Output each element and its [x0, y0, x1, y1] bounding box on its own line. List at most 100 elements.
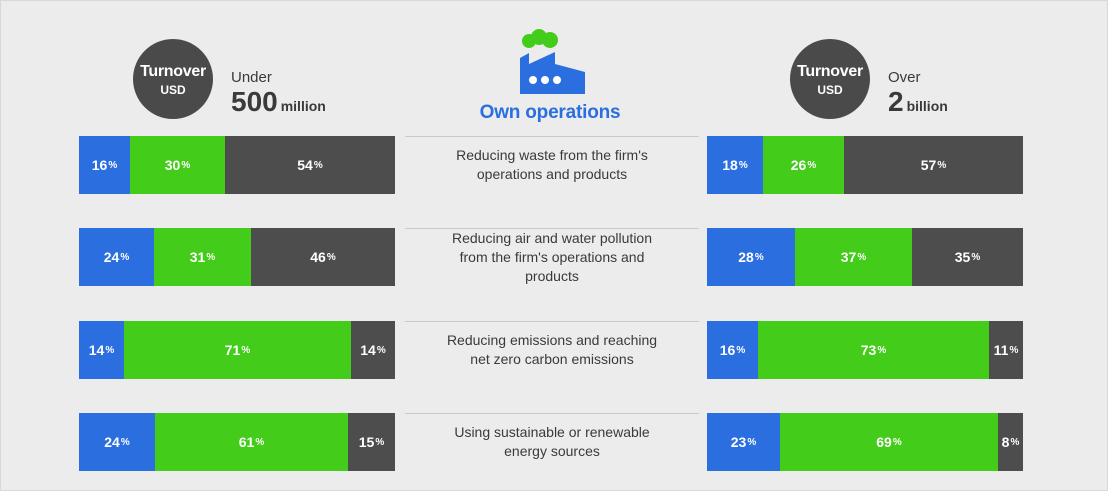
left-turnover-label: Under 500 million: [231, 70, 326, 121]
segment-value-label: 69: [876, 434, 892, 450]
segment-percent-sign: %: [736, 344, 746, 356]
right-bar-segment: 69%: [780, 413, 998, 471]
row-label: Reducing emissions and reaching net zero …: [405, 321, 699, 379]
segment-value-label: 24: [104, 434, 120, 450]
segment-value-label: 31: [189, 249, 206, 265]
left-bar-segment: 24%: [79, 228, 154, 286]
segment-percent-sign: %: [747, 436, 757, 448]
left-stacked-bar: 16% 30% 54%: [79, 136, 395, 194]
right-stacked-bar: 18% 26% 57%: [707, 136, 1023, 194]
segment-percent-sign: %: [1010, 436, 1020, 448]
segment-percent-sign: %: [738, 159, 748, 171]
right-badge-title: Turnover: [797, 62, 863, 80]
segment-percent-sign: %: [181, 159, 191, 171]
right-bar-segment: 37%: [795, 228, 912, 286]
segment-value-label: 37: [840, 249, 857, 265]
right-badge-currency: USD: [817, 82, 843, 97]
row-label: Using sustainable or renewable energy sou…: [405, 413, 699, 471]
left-bar-segment: 14%: [79, 321, 124, 379]
segment-percent-sign: %: [807, 159, 817, 171]
row-label-text: Reducing emissions and reaching net zero …: [447, 331, 657, 369]
segment-percent-sign: %: [1009, 344, 1019, 356]
center-title: Own operations: [479, 102, 621, 123]
row-label-text: Using sustainable or renewable energy sou…: [454, 423, 649, 461]
segment-percent-sign: %: [971, 251, 981, 263]
right-bar-segment: 8%: [998, 413, 1023, 471]
right-qualifier: Over: [888, 69, 921, 86]
left-stacked-bar: 14% 71% 14%: [79, 321, 395, 379]
segment-value-label: 24: [103, 249, 120, 265]
left-turnover-badge: Turnover USD: [133, 39, 213, 119]
segment-value-label: 26: [790, 157, 807, 173]
segment-value-label: 16: [719, 342, 736, 358]
segment-percent-sign: %: [108, 159, 118, 171]
row-separator: [405, 321, 699, 322]
row-separator: [405, 228, 699, 229]
right-bar-segment: 35%: [912, 228, 1023, 286]
factory-icon: [520, 29, 585, 94]
segment-percent-sign: %: [937, 159, 947, 171]
right-amount: 2: [888, 86, 904, 117]
right-stacked-bar: 28% 37% 35%: [707, 228, 1023, 286]
left-unit: million: [280, 98, 326, 114]
segment-value-label: 8: [1001, 434, 1010, 450]
row-label-line: Reducing air and water pollution: [451, 229, 652, 246]
segment-percent-sign: %: [206, 251, 216, 263]
left-bar-segment: 30%: [130, 136, 225, 194]
left-stacked-bar: 24% 61% 15%: [79, 413, 395, 471]
left-badge-currency: USD: [160, 82, 186, 97]
left-bar-segment: 54%: [225, 136, 395, 194]
left-bar-segment: 71%: [124, 321, 351, 379]
right-bar-segment: 18%: [707, 136, 763, 194]
segment-percent-sign: %: [375, 436, 385, 448]
segment-percent-sign: %: [120, 436, 130, 448]
right-bar-segment: 26%: [763, 136, 844, 194]
row-separator: [405, 136, 699, 137]
segment-value-label: 73: [860, 342, 877, 358]
segment-value-label: 23: [730, 434, 747, 450]
row-label-text: Reducing air and water pollution from the…: [452, 229, 652, 286]
segment-percent-sign: %: [120, 251, 130, 263]
segment-value-label: 14: [360, 342, 376, 358]
left-bar-segment: 24%: [79, 413, 155, 471]
right-stacked-bar: 23% 69% 8%: [707, 413, 1023, 471]
row-label: Reducing waste from the firm's operations…: [405, 136, 699, 194]
right-bar-segment: 73%: [758, 321, 989, 379]
segment-percent-sign: %: [326, 251, 336, 263]
segment-percent-sign: %: [857, 251, 867, 263]
right-amount-line: 2 billion: [888, 88, 948, 121]
row-label-line: Reducing emissions and reaching: [446, 332, 658, 348]
segment-value-label: 18: [722, 157, 738, 173]
row-label: Reducing air and water pollution from the…: [405, 228, 699, 286]
segment-value-label: 35: [954, 249, 971, 265]
left-qualifier: Under: [231, 69, 272, 86]
segment-value-label: 57: [920, 157, 937, 173]
segment-percent-sign: %: [892, 436, 902, 448]
segment-value-label: 54: [297, 157, 313, 173]
row-label-line: energy sources: [504, 443, 600, 459]
segment-value-label: 46: [310, 249, 326, 265]
segment-percent-sign: %: [241, 344, 251, 356]
left-bar-segment: 15%: [348, 413, 395, 471]
segment-percent-sign: %: [754, 251, 764, 263]
right-bar-segment: 11%: [989, 321, 1023, 379]
segment-value-label: 16: [91, 157, 108, 173]
right-unit: billion: [906, 98, 948, 114]
row-label-text: Reducing waste from the firm's operations…: [456, 146, 648, 184]
row-label-line: from the firm's operations and: [459, 248, 645, 265]
row-label-line: products: [525, 267, 579, 284]
row-label-line: operations and products: [476, 166, 628, 182]
segment-value-label: 61: [238, 434, 255, 450]
right-bar-segment: 16%: [707, 321, 758, 379]
segment-percent-sign: %: [313, 159, 323, 171]
left-amount: 500: [231, 86, 278, 117]
right-bar-segment: 57%: [844, 136, 1023, 194]
right-turnover-label: Over 2 billion: [888, 70, 948, 121]
left-bar-segment: 31%: [154, 228, 251, 286]
right-bar-segment: 23%: [707, 413, 780, 471]
left-bar-segment: 61%: [155, 413, 348, 471]
row-label-line: Reducing waste from the firm's: [456, 147, 648, 163]
segment-value-label: 15: [358, 434, 375, 450]
segment-value-label: 11: [993, 342, 1009, 358]
left-badge-title: Turnover: [140, 62, 206, 80]
